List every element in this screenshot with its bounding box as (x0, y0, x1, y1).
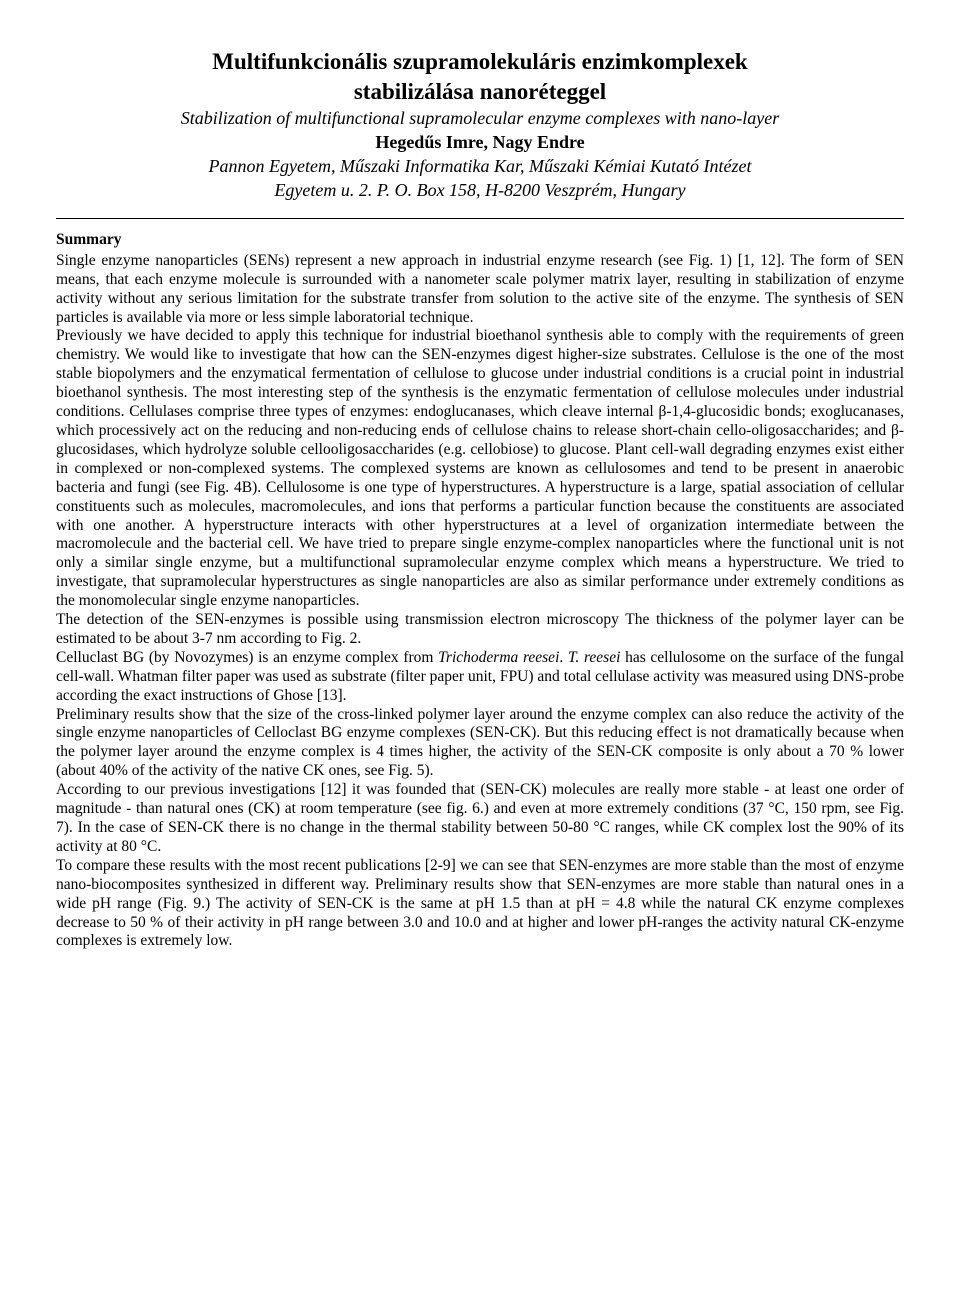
paper-title-line1: Multifunkcionális szupramolekuláris enzi… (56, 48, 904, 76)
paper-address: Egyetem u. 2. P. O. Box 158, H-8200 Vesz… (56, 180, 904, 202)
summary-heading: Summary (56, 231, 904, 250)
paper-subtitle: Stabilization of multifunctional supramo… (56, 108, 904, 130)
paper-affiliation: Pannon Egyetem, Műszaki Informatika Kar,… (56, 156, 904, 178)
summary-p4-part-b: . (559, 649, 568, 666)
summary-p4-part-a: Celluclast BG (by Novozymes) is an enzym… (56, 649, 438, 666)
summary-paragraph-6: According to our previous investigations… (56, 781, 904, 857)
summary-paragraph-3: The detection of the SEN-enzymes is poss… (56, 611, 904, 649)
paper-authors: Hegedűs Imre, Nagy Endre (56, 132, 904, 154)
summary-paragraph-4: Celluclast BG (by Novozymes) is an enzym… (56, 649, 904, 706)
summary-paragraph-5: Preliminary results show that the size o… (56, 706, 904, 782)
horizontal-rule (56, 218, 904, 219)
summary-p4-italic-1: Trichoderma reesei (438, 649, 559, 666)
summary-p4-italic-2: T. reesei (568, 649, 620, 666)
summary-paragraph-7: To compare these results with the most r… (56, 857, 904, 952)
summary-paragraph-1: Single enzyme nanoparticles (SENs) repre… (56, 252, 904, 328)
summary-body: Single enzyme nanoparticles (SENs) repre… (56, 252, 904, 952)
summary-paragraph-2: Previously we have decided to apply this… (56, 327, 904, 611)
summary-p2-part-b: The most interesting step of the synthes… (56, 384, 904, 609)
paper-title-line2: stabilizálása nanoréteggel (56, 78, 904, 106)
